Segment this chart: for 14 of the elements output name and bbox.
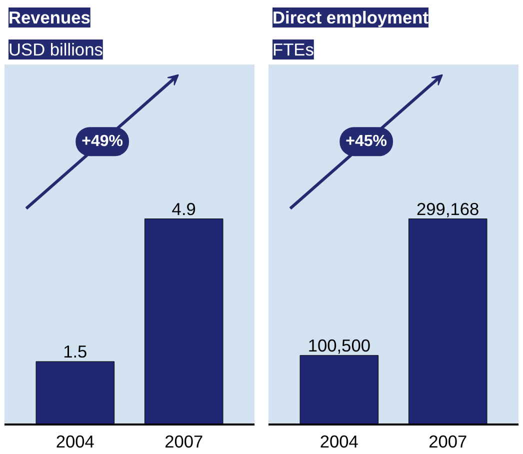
x-tick-label: 2004 xyxy=(320,432,359,452)
data-label: 299,168 xyxy=(416,198,480,219)
chart-title: Direct employment xyxy=(272,8,429,28)
chart-title: Revenues xyxy=(8,8,90,28)
data-label: 100,500 xyxy=(308,335,370,356)
chart-subtitle: USD billions xyxy=(8,40,104,60)
x-tick-label: 2007 xyxy=(164,432,204,452)
data-label: 1.5 xyxy=(63,342,88,362)
x-tick-label: 2004 xyxy=(56,432,95,452)
data-label: 4.9 xyxy=(172,198,196,219)
x-tick-label: 2007 xyxy=(428,432,468,452)
text: +45% xyxy=(346,133,388,150)
text: +49% xyxy=(82,133,124,150)
chart-subtitle: FTEs xyxy=(272,40,314,60)
